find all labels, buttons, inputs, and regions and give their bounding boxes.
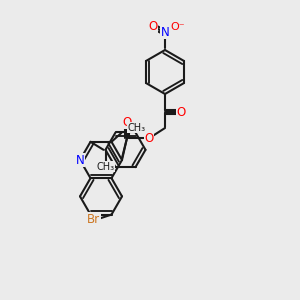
Text: CH₃: CH₃	[128, 123, 146, 133]
Text: O: O	[144, 131, 154, 145]
Text: CH₃: CH₃	[96, 162, 115, 172]
Text: N: N	[76, 154, 84, 166]
Text: O⁻: O⁻	[171, 22, 185, 32]
Text: N: N	[160, 26, 169, 38]
Text: Br: Br	[87, 213, 100, 226]
Text: O: O	[122, 116, 132, 128]
Text: O: O	[176, 106, 186, 118]
Text: O: O	[148, 20, 158, 34]
